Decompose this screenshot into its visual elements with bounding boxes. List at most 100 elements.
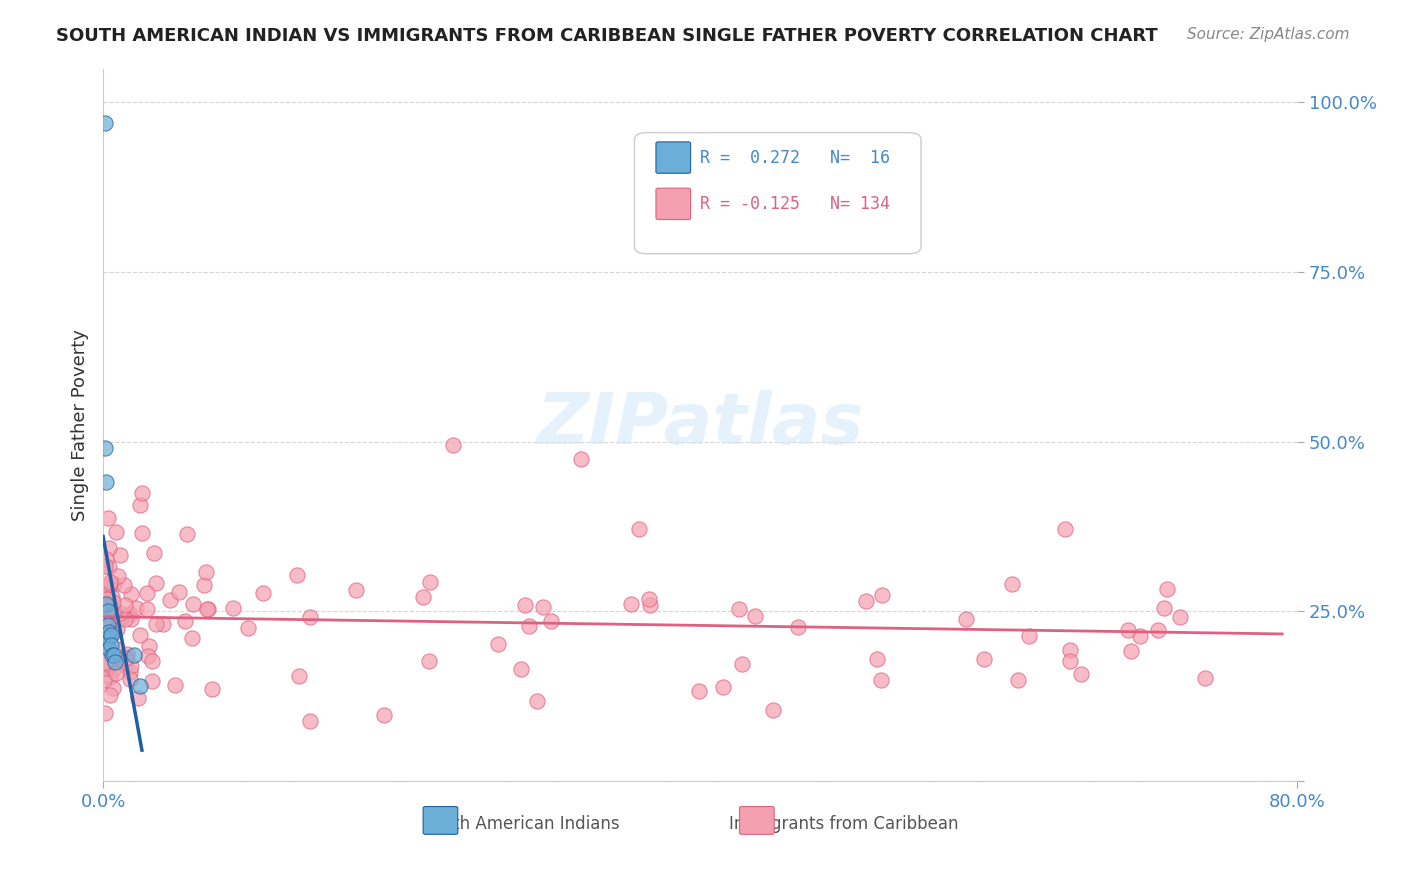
Point — [412, 590, 434, 604]
Point — [93, 592, 115, 607]
Point — [1018, 628, 1040, 642]
Point — [94, 655, 117, 669]
Point — [101, 648, 124, 663]
Point — [98, 577, 121, 591]
Point — [94, 706, 117, 720]
Point — [1059, 643, 1081, 657]
Point — [711, 680, 734, 694]
Point — [174, 614, 197, 628]
Point — [103, 648, 125, 663]
Point — [96, 602, 118, 616]
Point — [94, 475, 117, 490]
Point — [93, 614, 115, 628]
Point — [201, 681, 224, 696]
Point — [98, 641, 121, 656]
Point — [120, 607, 142, 621]
Point — [159, 593, 181, 607]
Point — [955, 612, 977, 626]
Point — [869, 673, 891, 687]
Point — [103, 603, 125, 617]
Point — [98, 603, 121, 617]
Point — [744, 609, 766, 624]
Point — [100, 628, 122, 642]
Point — [110, 610, 132, 624]
Point — [486, 637, 509, 651]
Point — [526, 694, 548, 708]
Text: Source: ZipAtlas.com: Source: ZipAtlas.com — [1187, 27, 1350, 42]
Point — [620, 597, 643, 611]
Point — [98, 579, 121, 593]
Point — [94, 598, 117, 612]
Point — [1118, 623, 1140, 637]
FancyBboxPatch shape — [423, 806, 458, 834]
Point — [103, 577, 125, 591]
Point — [1054, 522, 1077, 536]
Point — [131, 486, 153, 500]
Point — [141, 673, 163, 688]
Point — [510, 662, 533, 676]
Text: ZIPatlas: ZIPatlas — [537, 390, 863, 459]
Point — [101, 590, 124, 604]
Point — [1059, 655, 1081, 669]
Point — [93, 673, 115, 688]
Point — [100, 638, 122, 652]
Point — [96, 591, 118, 606]
Point — [194, 565, 217, 579]
Point — [97, 602, 120, 616]
Point — [1001, 577, 1024, 591]
Point — [98, 560, 121, 574]
Point — [1007, 673, 1029, 687]
Point — [97, 604, 120, 618]
Point — [1146, 624, 1168, 638]
Point — [138, 639, 160, 653]
Point — [120, 658, 142, 673]
Point — [98, 670, 121, 684]
Point — [344, 582, 367, 597]
Point — [104, 655, 127, 669]
Point — [688, 684, 710, 698]
Point — [145, 576, 167, 591]
Point — [115, 650, 138, 665]
Point — [127, 691, 149, 706]
Point — [115, 647, 138, 661]
Point — [118, 665, 141, 680]
Point — [517, 619, 540, 633]
Point — [298, 610, 321, 624]
Point — [373, 708, 395, 723]
Point — [638, 598, 661, 612]
Point — [120, 587, 142, 601]
Point — [136, 602, 159, 616]
Point — [93, 559, 115, 574]
Point — [105, 524, 128, 539]
Point — [1129, 629, 1152, 643]
Point — [98, 575, 121, 590]
Point — [136, 585, 159, 599]
Point — [104, 654, 127, 668]
Point — [107, 569, 129, 583]
Point — [152, 616, 174, 631]
Point — [97, 657, 120, 671]
Point — [97, 541, 120, 555]
Point — [870, 588, 893, 602]
Point — [176, 527, 198, 541]
Point — [128, 628, 150, 642]
Point — [112, 577, 135, 591]
Point — [855, 594, 877, 608]
Point — [866, 651, 889, 665]
Point — [114, 611, 136, 625]
Point — [531, 599, 554, 614]
Point — [181, 597, 204, 611]
Point — [103, 604, 125, 618]
Point — [94, 661, 117, 675]
Point — [1168, 609, 1191, 624]
Text: South American Indians: South American Indians — [422, 814, 620, 832]
Point — [97, 632, 120, 646]
Point — [627, 522, 650, 536]
Point — [180, 632, 202, 646]
Point — [98, 688, 121, 702]
Text: Immigrants from Caribbean: Immigrants from Caribbean — [728, 814, 957, 832]
Point — [97, 617, 120, 632]
Point — [285, 568, 308, 582]
Point — [142, 546, 165, 560]
FancyBboxPatch shape — [657, 142, 690, 173]
